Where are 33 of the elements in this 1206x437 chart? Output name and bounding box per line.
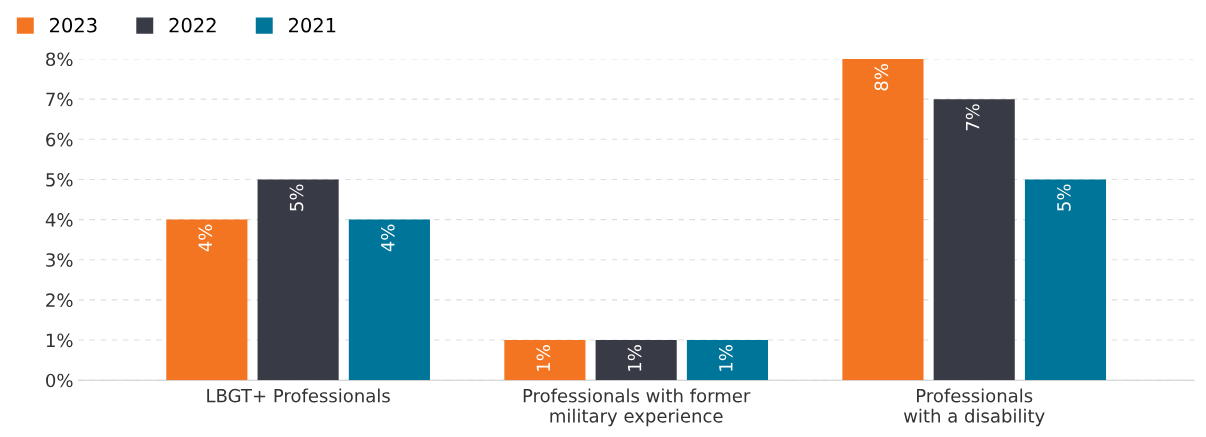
bar (166, 219, 248, 381)
data-label: 4% (198, 224, 213, 252)
data-label: 1% (536, 345, 551, 371)
bar (1024, 179, 1107, 381)
legend-label: 2022 (169, 17, 216, 33)
bar (686, 340, 768, 381)
data-label: 5% (1057, 184, 1071, 211)
y-tick-label: 3% (46, 253, 73, 267)
bar (257, 179, 339, 381)
y-tick-label: 5% (46, 172, 73, 187)
x-tick-label: Professionals with former military experience (523, 388, 751, 427)
bar (348, 219, 430, 381)
bar (504, 340, 586, 381)
data-label: 7% (965, 104, 980, 131)
y-tick-label: 7% (46, 92, 73, 107)
x-tick-label: Professionals with a disability (903, 388, 1045, 427)
y-tick-label: 1% (46, 333, 73, 348)
data-label: 5% (289, 184, 304, 211)
y-tick-label: 0% (46, 373, 73, 388)
y-tick-label: 6% (46, 132, 73, 147)
data-label: 8% (874, 64, 889, 91)
bar (933, 99, 1015, 381)
y-tick-label: 8% (46, 52, 73, 67)
data-label: 1% (627, 345, 642, 371)
y-tick-label: 2% (46, 293, 73, 308)
x-tick-label: LBGT+ Professionals (207, 388, 390, 403)
y-tick-label: 4% (45, 213, 73, 227)
legend-label: 2023 (50, 17, 97, 33)
bar (595, 340, 677, 381)
bar (842, 58, 924, 381)
data-label: 4% (380, 224, 395, 252)
data-label: 1% (719, 345, 733, 371)
legend-label: 2021 (289, 17, 336, 33)
